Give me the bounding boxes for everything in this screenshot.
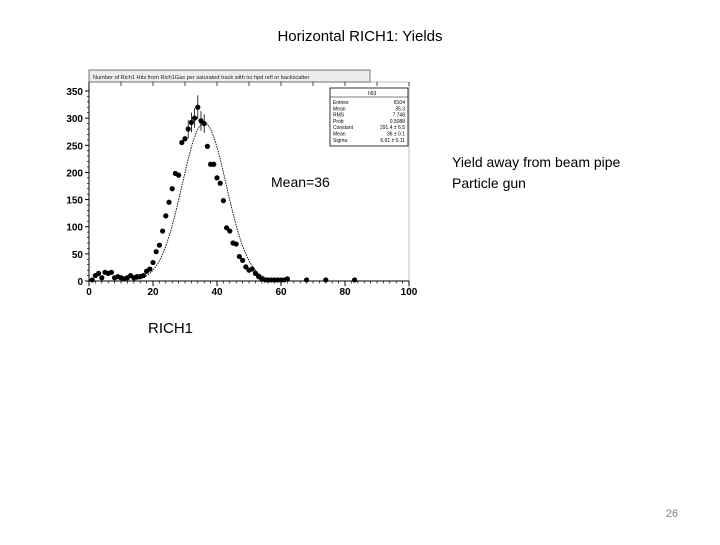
x-tick-label: 40 — [211, 287, 223, 298]
data-point — [156, 242, 162, 248]
y-tick-label: 250 — [66, 141, 83, 152]
fit-curve-group — [133, 122, 282, 282]
stats-row-label: Sigma — [333, 138, 347, 144]
stats-row-value: 7.748 — [392, 113, 405, 119]
stats-row-value: 35.3 — [395, 106, 405, 112]
page-number: 26 — [665, 508, 679, 520]
data-points-group — [89, 95, 358, 283]
stats-row-label: Entries — [333, 100, 349, 106]
data-point — [233, 241, 239, 247]
data-point — [323, 277, 329, 283]
annotation-line-1: Yield away from beam pipe — [452, 154, 621, 170]
stats-row-label: Prob — [333, 119, 344, 125]
data-point — [96, 270, 102, 276]
x-tick-label: 0 — [86, 287, 92, 298]
data-point — [227, 228, 233, 234]
y-tick-label: 350 — [66, 87, 83, 98]
data-point — [201, 120, 207, 127]
stats-box-frame — [329, 87, 409, 147]
stats-row-label: Mean — [333, 132, 346, 138]
stats-row-value: 6.91 ± 0.11 — [380, 138, 405, 144]
data-point — [220, 198, 226, 204]
data-point — [284, 276, 290, 282]
data-point — [166, 199, 172, 205]
data-point — [252, 270, 258, 276]
data-point — [140, 272, 146, 279]
stats-row-value: 36 ± 0.1 — [387, 132, 405, 138]
data-point — [304, 277, 310, 283]
x-tick-label: 100 — [401, 287, 418, 298]
y-tick-label: 150 — [66, 196, 83, 207]
x-tick-label: 80 — [339, 287, 351, 298]
data-point — [163, 213, 169, 219]
stats-row-label: RMS — [333, 113, 345, 119]
data-point — [352, 277, 358, 283]
data-point — [99, 275, 105, 281]
data-point — [169, 186, 175, 192]
y-tick-label: 100 — [66, 223, 83, 234]
data-point — [243, 264, 249, 270]
slide-title: Horizontal RICH1: Yields — [277, 28, 443, 45]
data-point — [236, 253, 242, 260]
stats-box-header: h93 — [368, 91, 377, 97]
x-tick-label: 20 — [147, 287, 159, 298]
data-point — [217, 180, 223, 186]
data-point — [204, 143, 210, 149]
data-point — [108, 269, 114, 275]
y-tick-label: 0 — [77, 277, 83, 288]
mean-annotation: Mean=36 — [271, 174, 330, 190]
data-point — [147, 266, 153, 272]
stats-row-label: Mean — [333, 106, 346, 112]
data-point — [188, 119, 194, 126]
data-point — [240, 257, 246, 263]
data-point — [192, 115, 198, 121]
histogram-title: Number of Rich1 Hits from Rich1Gas per s… — [93, 75, 310, 81]
y-tick-group: 0 50 100 150 200 250 300 350 — [66, 87, 89, 288]
annotation-line-2: Particle gun — [452, 175, 526, 191]
histogram-title-box — [88, 69, 371, 83]
data-point — [160, 228, 166, 234]
stats-row-value: 291.4 ± 6.5 — [380, 125, 405, 131]
gaussian-fit-curve — [133, 122, 282, 282]
data-point — [249, 266, 255, 272]
annotation-block: Yield away from beam pipe Particle gun — [452, 152, 620, 194]
data-point — [89, 277, 95, 283]
data-point — [179, 139, 185, 146]
data-point — [214, 175, 220, 181]
stats-row-label: Constant — [333, 125, 354, 131]
stats-row-value: 8104 — [394, 100, 405, 106]
y-tick-label: 200 — [66, 168, 83, 179]
data-point — [176, 172, 182, 178]
data-point — [195, 104, 201, 110]
data-point — [224, 225, 230, 231]
data-point — [185, 126, 191, 132]
data-point — [211, 161, 217, 167]
stats-box: h93 Entries 8104 Mean 35.3 RMS 7.748 Prob 0.508… — [329, 87, 409, 147]
y-tick-label: 300 — [66, 114, 83, 125]
data-point — [182, 136, 188, 142]
data-point — [153, 249, 159, 255]
x-tick-label: 60 — [275, 287, 287, 298]
y-tick-label: 50 — [72, 250, 84, 261]
data-point — [150, 259, 156, 266]
detector-label: RICH1 — [148, 320, 194, 337]
stats-row-value: 0.5088 — [390, 119, 406, 125]
